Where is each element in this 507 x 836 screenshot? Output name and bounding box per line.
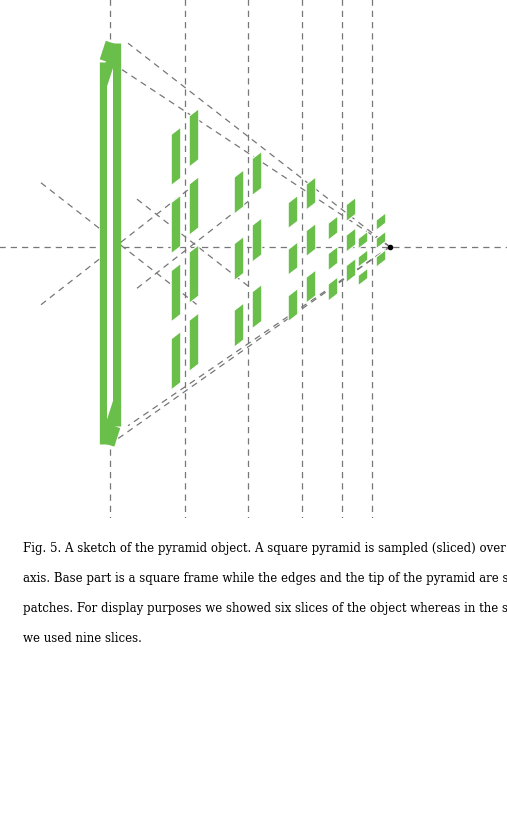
Polygon shape [376, 213, 386, 231]
Polygon shape [171, 196, 181, 254]
Polygon shape [234, 237, 244, 281]
Polygon shape [328, 277, 338, 301]
Polygon shape [358, 268, 368, 286]
Text: axis. Base part is a square frame while the edges and the tip of the pyramid are: axis. Base part is a square frame while … [23, 572, 507, 585]
Polygon shape [234, 303, 244, 347]
Polygon shape [234, 170, 244, 214]
Text: Fig. 5. A sketch of the pyramid object. A square pyramid is sampled (sliced) ove: Fig. 5. A sketch of the pyramid object. … [23, 542, 507, 555]
Polygon shape [358, 250, 368, 268]
Polygon shape [171, 332, 181, 390]
Polygon shape [358, 232, 368, 249]
Polygon shape [346, 197, 356, 222]
Polygon shape [189, 313, 199, 371]
Polygon shape [306, 223, 316, 257]
Polygon shape [107, 68, 113, 420]
Polygon shape [252, 284, 262, 329]
Polygon shape [189, 176, 199, 235]
Polygon shape [376, 232, 386, 249]
Polygon shape [346, 228, 356, 252]
Polygon shape [189, 245, 199, 303]
Polygon shape [328, 216, 338, 240]
Polygon shape [189, 109, 199, 167]
Polygon shape [306, 177, 316, 210]
Polygon shape [306, 270, 316, 303]
Polygon shape [288, 196, 298, 228]
Polygon shape [288, 288, 298, 322]
Polygon shape [171, 127, 181, 186]
Polygon shape [328, 247, 338, 271]
Text: patches. For display purposes we showed six slices of the object whereas in the : patches. For display purposes we showed … [23, 602, 507, 615]
Polygon shape [252, 151, 262, 196]
Polygon shape [288, 242, 298, 275]
Polygon shape [252, 218, 262, 263]
Polygon shape [171, 263, 181, 322]
Polygon shape [346, 258, 356, 283]
Text: we used nine slices.: we used nine slices. [23, 632, 141, 645]
Polygon shape [376, 250, 386, 268]
